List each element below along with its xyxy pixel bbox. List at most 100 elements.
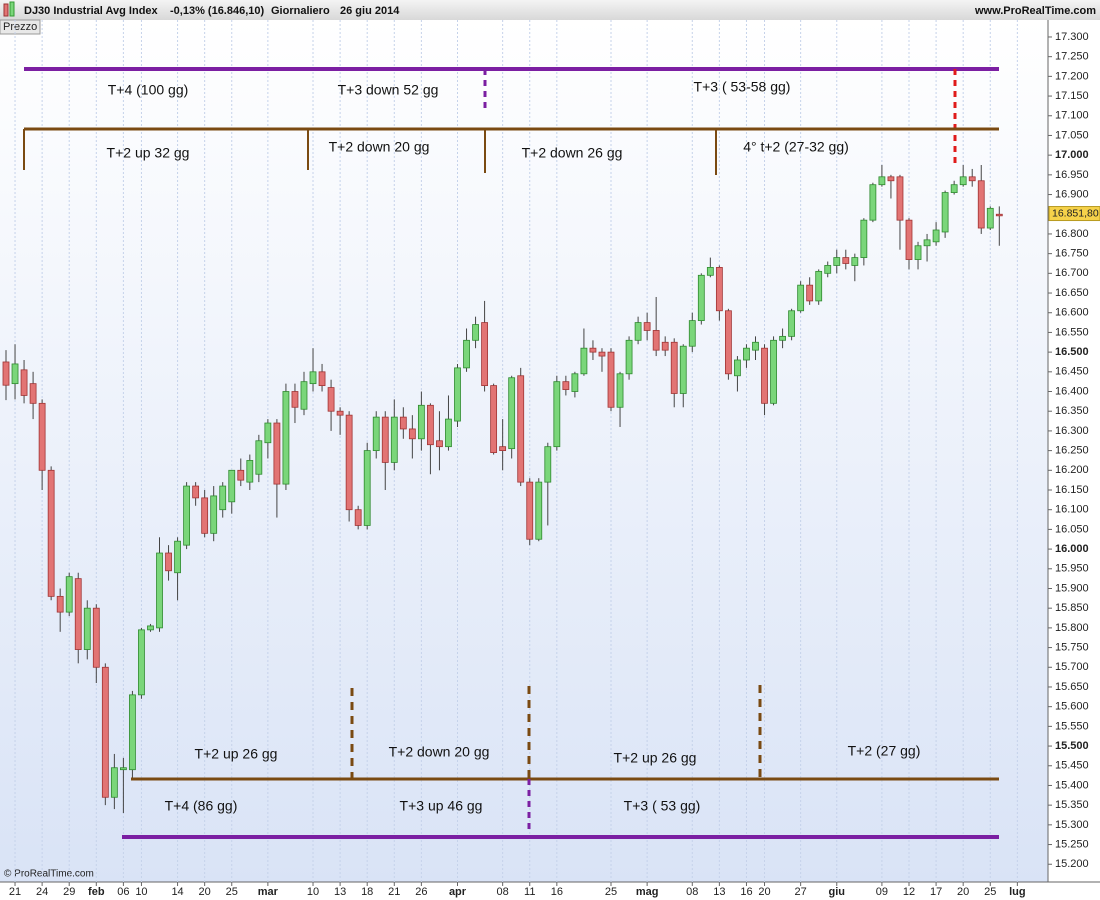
x-tick-label: 10 [307, 886, 319, 898]
candle-body [336, 410, 344, 416]
x-tick-label: feb [88, 886, 105, 898]
panel-tab [0, 19, 41, 35]
candle-body [950, 184, 958, 193]
candle-body [345, 414, 353, 511]
candle-body [65, 576, 73, 613]
x-tick-label: 20 [199, 886, 211, 898]
y-tick-label: 17.250 [1055, 51, 1089, 63]
candle-body [914, 245, 922, 260]
candle-body [363, 450, 371, 526]
candle-body [643, 322, 651, 331]
y-tick-label: 17.150 [1055, 90, 1089, 102]
candle-body [959, 176, 967, 186]
candle-body [851, 257, 859, 266]
site: www.ProRealTime.com [974, 5, 1096, 17]
candle-body [129, 694, 136, 771]
candle-body [147, 625, 154, 631]
candle-body [138, 629, 145, 696]
candle-body [842, 257, 850, 264]
candle-body [932, 229, 940, 243]
x-tick-label: 21 [9, 886, 21, 898]
candle-body [824, 265, 832, 274]
candle-body [11, 363, 19, 385]
candle-body [806, 284, 814, 302]
candle-body [246, 460, 254, 483]
candle-body [544, 446, 552, 483]
x-tick-label: 17 [930, 886, 942, 898]
candle-body [436, 440, 443, 448]
candle-body [652, 330, 660, 351]
candle-body [896, 176, 904, 221]
x-tick-label: 20 [758, 886, 770, 898]
annotation: T+2 up 26 gg [614, 750, 697, 766]
candle-body [607, 351, 615, 408]
x-tick-label: 12 [903, 886, 915, 898]
x-tick-label: apr [449, 886, 467, 898]
y-tick-label: 16.300 [1055, 425, 1089, 437]
annotation: T+4 (86 gg) [165, 798, 238, 814]
x-tick-label: 16 [740, 886, 752, 898]
candle-body [264, 422, 272, 444]
y-tick-label: 16.450 [1055, 366, 1089, 378]
candle-body [986, 207, 994, 229]
candle-body [833, 257, 841, 266]
panel-label: Prezzo [3, 21, 37, 33]
annotation: T+3 ( 53 gg) [624, 798, 701, 814]
candle-body [156, 552, 163, 629]
y-tick-label: 16.650 [1055, 287, 1089, 299]
y-tick-label: 16.950 [1055, 169, 1089, 181]
annotation: T+2 up 26 gg [195, 746, 278, 762]
annotation: T+2 down 20 gg [329, 139, 430, 155]
candle-body [661, 341, 669, 351]
y-tick-label: 16.600 [1055, 307, 1089, 319]
header-icon [3, 3, 9, 17]
candle-body [616, 373, 624, 408]
y-tick-label: 15.500 [1055, 740, 1089, 752]
x-tick-label: 24 [36, 886, 48, 898]
x-tick-label: 10 [135, 886, 147, 898]
candle-body [788, 310, 796, 337]
candle-body [472, 324, 479, 341]
x-tick-label: 25 [984, 886, 996, 898]
candle-body [309, 371, 317, 385]
candle-body [210, 495, 218, 534]
x-tick-label: 13 [334, 886, 346, 898]
candle-body [670, 341, 678, 394]
y-tick-label: 15.800 [1055, 622, 1089, 634]
candle-body [282, 391, 290, 485]
y-tick-label: 15.600 [1055, 701, 1089, 713]
candle-body [797, 284, 805, 312]
y-tick-label: 16.150 [1055, 484, 1089, 496]
candle-body [580, 347, 588, 375]
candle-body [381, 416, 389, 463]
candle-body [463, 339, 470, 369]
annotation: T+3 down 52 gg [338, 82, 439, 98]
x-tick-label: 25 [605, 886, 617, 898]
candle-body [56, 595, 64, 613]
candle-body [752, 341, 759, 351]
y-tick-label: 15.300 [1055, 819, 1089, 831]
candle-body [878, 176, 886, 186]
y-tick-label: 16.800 [1055, 228, 1089, 240]
candle-body [201, 497, 209, 534]
y-tick-label: 15.650 [1055, 681, 1089, 693]
candle-body [941, 192, 949, 233]
annotation: T+3 up 46 gg [400, 798, 483, 814]
y-tick-label: 15.850 [1055, 602, 1089, 614]
candle-body [237, 469, 245, 481]
candle-body [589, 347, 597, 353]
header-icon [9, 1, 15, 17]
annotation: T+3 ( 53-58 gg) [694, 79, 791, 95]
candle-body [499, 446, 507, 452]
candle-body [770, 339, 777, 404]
candle-body [38, 402, 46, 471]
candle-body [228, 469, 236, 503]
y-tick-label: 15.950 [1055, 563, 1089, 575]
y-tick-label: 16.350 [1055, 405, 1089, 417]
candle-body [192, 485, 200, 499]
candle-body [354, 509, 362, 526]
x-tick-label: 13 [713, 886, 725, 898]
candle-body [417, 404, 425, 440]
y-tick-label: 17.300 [1055, 31, 1089, 43]
